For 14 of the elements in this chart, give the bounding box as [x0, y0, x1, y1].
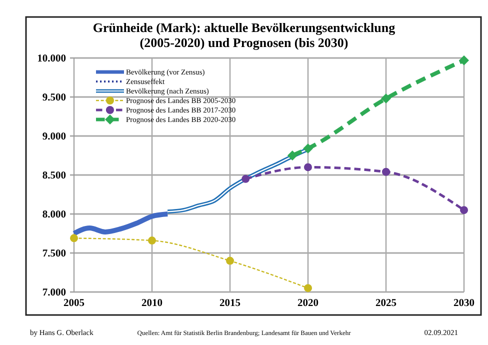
y-tick-label: 10.000 — [37, 54, 66, 65]
y-tick-label: 8.000 — [42, 210, 66, 221]
x-tick-label: 2015 — [220, 298, 240, 309]
y-tick-label: 7.000 — [42, 288, 66, 299]
y-tick-label: 8.500 — [42, 170, 66, 182]
y-tick-label: 7.500 — [42, 248, 66, 260]
x-tick-label: 2025 — [376, 298, 396, 309]
y-tick-label: 9.500 — [42, 92, 66, 104]
chart-title: Grünheide (Mark): aktuelle Bevölkerungsentwicklung (2005-2020) und Prognosen (bis 2030) — [92, 20, 396, 50]
x-tick-label: 2010 — [142, 298, 162, 309]
x-tick-label: 2030 — [454, 298, 474, 309]
x-tick-label: 2005 — [64, 298, 84, 309]
x-tick-label: 2020 — [298, 298, 318, 309]
y-tick-label: 9.000 — [42, 132, 66, 143]
